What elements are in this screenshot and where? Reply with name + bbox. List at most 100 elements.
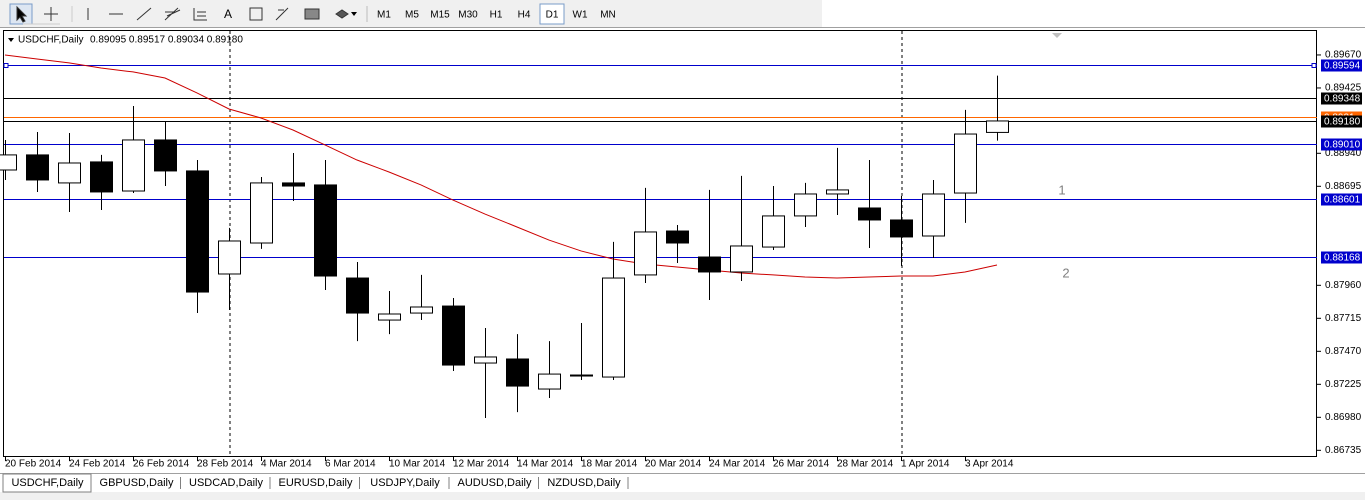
y-tick-label: 0.89425 — [1325, 83, 1362, 94]
x-tick-label: 28 Feb 2014 — [197, 459, 254, 470]
price-label-box — [1321, 59, 1362, 72]
label-tool[interactable] — [249, 7, 263, 21]
candle-body — [858, 207, 881, 221]
trendline-tool[interactable] — [136, 7, 152, 21]
timeframe-button[interactable]: D1 — [546, 10, 559, 21]
candle-body — [346, 277, 369, 314]
line-handle — [1311, 63, 1317, 68]
x-tick-label: 1 Apr 2014 — [901, 459, 950, 470]
candle-body — [762, 215, 785, 248]
y-tick-label: 0.88940 — [1325, 148, 1362, 159]
y-tick-label: 0.86735 — [1325, 445, 1362, 456]
candle-body — [378, 313, 401, 321]
crosshair-tool[interactable] — [44, 7, 58, 21]
separator — [23, 6, 73, 25]
candle-body — [410, 306, 433, 314]
candle-body — [218, 240, 241, 275]
price-label: 0.89594 — [1324, 61, 1361, 72]
x-tick-label: 20 Mar 2014 — [645, 459, 702, 470]
timeframe-button[interactable]: W1 — [573, 10, 588, 21]
timeframe-button[interactable]: M15 — [430, 10, 450, 21]
timeframe-button[interactable]: M1 — [377, 10, 391, 21]
timeframe-button[interactable]: H4 — [518, 10, 531, 21]
x-tick-label: 24 Feb 2014 — [69, 459, 126, 470]
candle-body — [794, 193, 817, 217]
candle-body — [154, 139, 177, 172]
y-tick-label: 0.87715 — [1325, 313, 1362, 324]
price-label: 0.88168 — [1324, 253, 1361, 264]
tab[interactable]: NZDUSD,Daily — [547, 477, 621, 489]
annotation: 1 — [1058, 182, 1065, 197]
text-tool[interactable]: A — [224, 7, 232, 21]
timeframe-button[interactable]: M30 — [458, 10, 478, 21]
x-tick-label: 3 Apr 2014 — [965, 459, 1014, 470]
x-tick-label: 26 Feb 2014 — [133, 459, 190, 470]
candle-body — [986, 120, 1009, 133]
candle-body — [538, 373, 561, 390]
x-tick-label: 18 Mar 2014 — [581, 459, 638, 470]
active-tab[interactable] — [2, 473, 92, 493]
y-tick-label: 0.87225 — [1325, 379, 1362, 390]
candle-body — [250, 182, 273, 244]
status-strip — [0, 492, 1365, 500]
timeframe-button[interactable]: M5 — [405, 10, 419, 21]
candle-body — [186, 170, 209, 293]
candle-body — [90, 161, 113, 193]
chart-menu-arrow — [8, 38, 14, 42]
y-tick-label: 0.88695 — [1325, 181, 1362, 192]
candle-body — [666, 230, 689, 244]
y-tick-label: 0.86980 — [1325, 412, 1362, 423]
timeframe-button[interactable]: MN — [600, 10, 616, 21]
tab[interactable]: EURUSD,Daily — [279, 477, 353, 489]
x-tick-label: 6 Mar 2014 — [325, 459, 376, 470]
timeframe-button[interactable]: H1 — [490, 10, 503, 21]
tab[interactable]: GBPUSD,Daily — [100, 477, 174, 489]
tab[interactable]: USDJPY,Daily — [370, 477, 440, 489]
tab[interactable]: USDCHF,Daily — [11, 477, 84, 489]
dropdown[interactable] — [351, 12, 357, 16]
tab[interactable]: USDCAD,Daily — [189, 477, 263, 489]
candle-body — [602, 277, 625, 378]
price-label-box — [1321, 251, 1362, 264]
candle-body — [442, 305, 465, 366]
candle-body — [0, 154, 17, 171]
x-tick-label: 26 Mar 2014 — [773, 459, 830, 470]
fibo-tool[interactable] — [193, 8, 207, 21]
x-tick-label: 20 Feb 2014 — [5, 459, 62, 470]
candle-body — [698, 256, 721, 273]
chart-symbol: USDCHF,Daily — [18, 35, 84, 46]
tool-icons — [9, 3, 368, 25]
annotation: 2 — [1062, 265, 1069, 280]
candle-body — [922, 193, 945, 237]
line-handle — [3, 63, 9, 68]
candle-body — [890, 219, 913, 238]
y-tick-label: 0.89670 — [1325, 50, 1362, 61]
active-timeframe — [539, 3, 565, 25]
tab[interactable]: AUDUSD,Daily — [458, 477, 532, 489]
candle-body — [826, 189, 849, 195]
candle-body — [474, 356, 497, 364]
candle-body — [282, 182, 305, 187]
candle-body — [634, 231, 657, 276]
candle-body — [730, 245, 753, 273]
x-tick-label: 14 Mar 2014 — [517, 459, 574, 470]
candle-body — [58, 162, 81, 184]
arrows-tool[interactable] — [335, 9, 349, 19]
price-label-box — [1321, 115, 1362, 128]
x-tick-label: 28 Mar 2014 — [837, 459, 894, 470]
cursor-icon — [16, 5, 28, 23]
x-tick-label: 12 Mar 2014 — [453, 459, 510, 470]
channel-tool[interactable] — [164, 7, 181, 21]
toolbar — [0, 0, 822, 27]
price-label-box — [1321, 138, 1362, 151]
price-label: 0.89010 — [1324, 140, 1361, 151]
shapes-tool[interactable] — [304, 8, 320, 20]
x-tick-label: 10 Mar 2014 — [389, 459, 446, 470]
fibo-fan-tool[interactable] — [275, 7, 289, 21]
price-label: 0.89348 — [1324, 94, 1361, 105]
price-label: 0.88601 — [1324, 195, 1361, 206]
x-tick-label: 4 Mar 2014 — [261, 459, 312, 470]
candle-body — [954, 133, 977, 194]
candle-body — [314, 184, 337, 277]
